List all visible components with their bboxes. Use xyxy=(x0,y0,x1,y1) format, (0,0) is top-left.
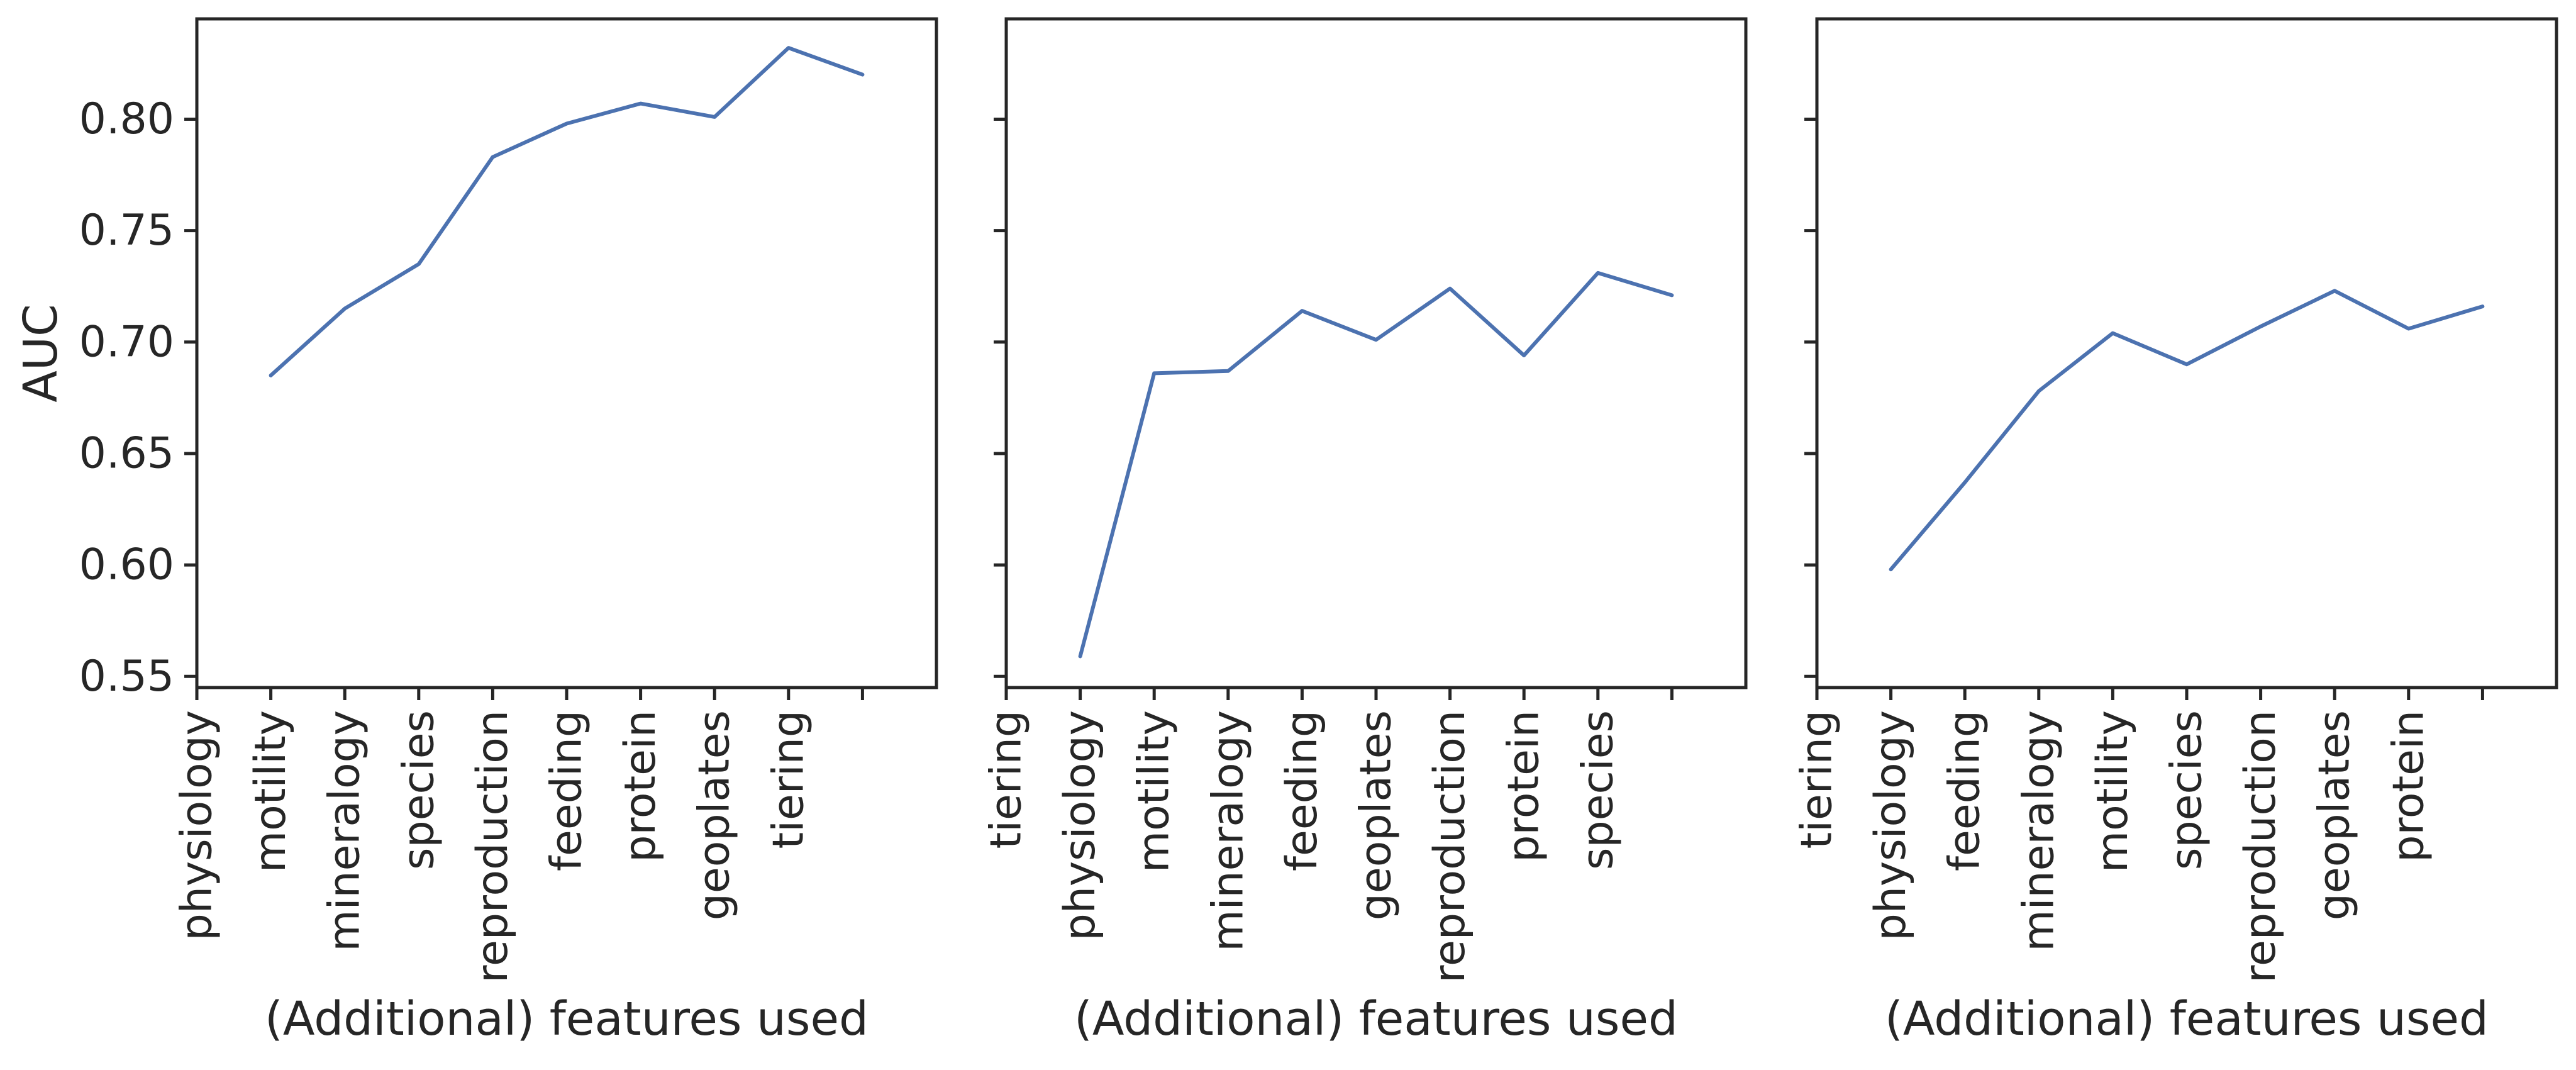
x-tick-label: species xyxy=(394,710,443,870)
subplot-3: tiering physiology feeding mineralogy motili… xyxy=(1792,17,2558,1046)
x-tick-label: species xyxy=(2162,710,2212,870)
x-tick-label: tiering xyxy=(763,710,813,849)
x-tick-label: protein xyxy=(2384,710,2433,862)
x-tick-label: reproduction xyxy=(1425,710,1475,983)
x-tick-label: tiering xyxy=(1792,710,1842,849)
x-tick-label: physiology xyxy=(1055,710,1105,940)
x-tick-label: feeding xyxy=(542,710,592,871)
x-tick-label: mineralogy xyxy=(320,710,370,952)
x-tick-label: species xyxy=(1573,710,1623,870)
x-tick-label: protein xyxy=(1499,710,1549,862)
x-tick-label: reproduction xyxy=(2236,710,2285,983)
x-tick-label: motility xyxy=(246,710,296,872)
y-axis-title: AUC xyxy=(14,304,68,402)
y-tick-label: 0.65 xyxy=(79,428,174,478)
y-tick-label: 0.80 xyxy=(79,94,174,144)
x-axis-title: (Additional) features used xyxy=(1074,992,1678,1046)
y-tick-label: 0.55 xyxy=(79,652,174,701)
x-tick-label: geoplates xyxy=(690,710,740,920)
plot-frame xyxy=(1004,17,1748,689)
x-tick-label: mineralogy xyxy=(1203,710,1253,952)
y-tick-label: 0.75 xyxy=(79,206,174,255)
y-tick-label: 0.60 xyxy=(79,540,174,590)
x-tick-label: physiology xyxy=(1866,710,1916,940)
x-axis-title: (Additional) features used xyxy=(265,992,869,1046)
series-line xyxy=(1078,270,1674,659)
x-tick-label: feeding xyxy=(1277,710,1327,871)
x-tick-label: geoplates xyxy=(2310,710,2360,920)
y-tick-label: 0.70 xyxy=(79,317,174,367)
series-line xyxy=(1889,289,2485,572)
x-tick-label: mineralogy xyxy=(2014,710,2063,952)
x-tick-label: protein xyxy=(616,710,665,862)
x-tick-label: reproduction xyxy=(468,710,518,983)
x-axis-title: (Additional) features used xyxy=(1885,992,2489,1046)
plot-frame xyxy=(1815,17,2558,689)
x-tick-label: geoplates xyxy=(1352,710,1401,920)
x-tick-label: motility xyxy=(1130,710,1179,872)
subplot-1: 0.55 0.60 0.65 0.70 0.75 0.80 physiology motili… xyxy=(14,17,938,1046)
x-tick-label: motility xyxy=(2088,710,2138,872)
plot-frame xyxy=(195,17,938,689)
x-tick-label: physiology xyxy=(172,710,222,940)
x-tick-label: tiering xyxy=(982,710,1031,849)
x-tick-label: feeding xyxy=(1940,710,1990,871)
subplot-2: tiering physiology motility mineralogy feedi… xyxy=(982,17,1748,1046)
series-line xyxy=(269,46,865,377)
